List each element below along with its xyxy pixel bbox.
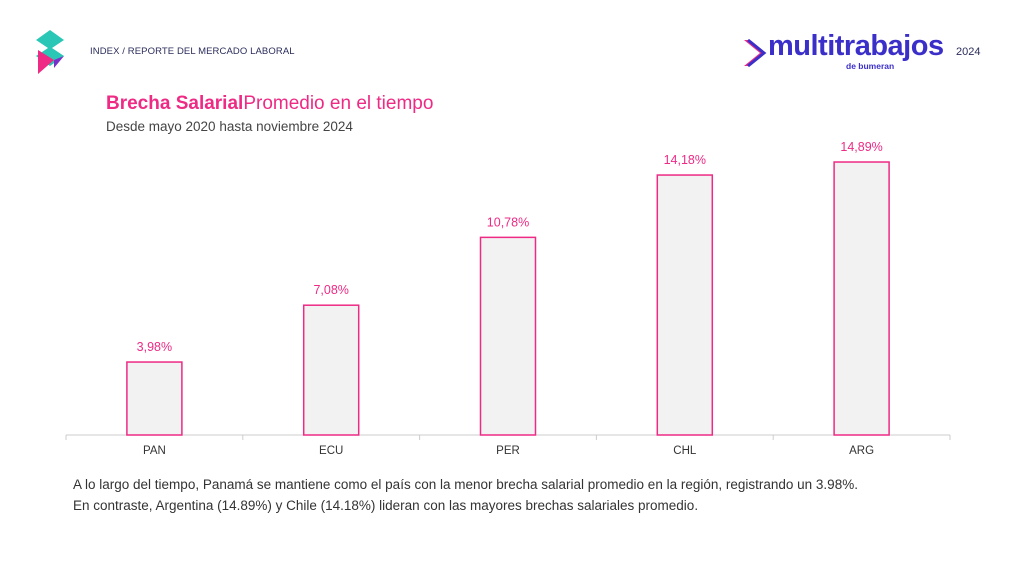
value-label-arg: 14,89% bbox=[840, 140, 882, 154]
bar-ecu bbox=[302, 304, 360, 436]
breadcrumb: INDEX / REPORTE DEL MERCADO LABORAL bbox=[90, 46, 295, 57]
category-label-per: PER bbox=[496, 445, 520, 457]
bar-chart: 3,98% PAN 7,08% ECU 10,78% PER 14,18% CHL 14,89%… bbox=[65, 140, 951, 457]
chart-subtitle: Desde mayo 2020 hasta noviembre 2024 bbox=[106, 119, 353, 134]
report-year: 2024 bbox=[956, 46, 981, 58]
category-label-chl: CHL bbox=[673, 445, 697, 457]
category-label-ecu: ECU bbox=[319, 445, 343, 457]
bar-chl bbox=[656, 174, 714, 436]
bar-arg bbox=[833, 161, 890, 436]
description-line-2: En contraste, Argentina (14.89%) y Chile… bbox=[73, 498, 699, 513]
value-label-chl: 14,18% bbox=[664, 153, 706, 167]
chart-title: Brecha SalarialPromedio en el tiempo bbox=[106, 93, 433, 115]
value-label-pan: 3,98% bbox=[137, 340, 172, 354]
brand-subtitle: de bumeran bbox=[846, 61, 895, 71]
bar-pan bbox=[126, 361, 183, 436]
bar-per bbox=[479, 236, 537, 436]
description-line-1: A lo largo del tiempo, Panamá se mantien… bbox=[73, 477, 858, 492]
brand-name: multitrabajos bbox=[768, 30, 944, 62]
brand-logo: multitrabajos de bumeran bbox=[742, 30, 944, 76]
category-label-arg: ARG bbox=[849, 445, 874, 457]
chart-title-strong: Brecha Salarial bbox=[106, 93, 244, 114]
chart-description: A lo largo del tiempo, Panamá se mantien… bbox=[73, 474, 953, 516]
value-label-ecu: 7,08% bbox=[313, 283, 348, 297]
brand-chevron-icon bbox=[744, 38, 767, 68]
category-label-pan: PAN bbox=[143, 445, 166, 457]
chart-title-rest: Promedio en el tiempo bbox=[243, 93, 434, 114]
report-logo-icon bbox=[36, 30, 64, 74]
value-label-per: 10,78% bbox=[487, 215, 529, 229]
